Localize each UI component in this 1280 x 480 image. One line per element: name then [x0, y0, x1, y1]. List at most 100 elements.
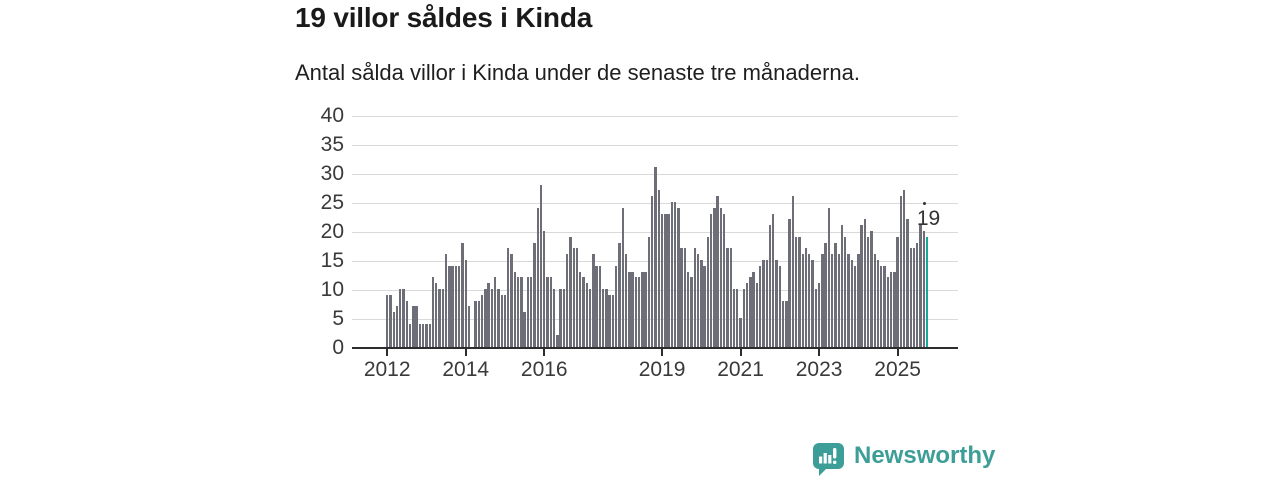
bar [529, 277, 533, 347]
bar [690, 277, 693, 347]
bar [637, 277, 641, 347]
x-tick-2021 [739, 349, 742, 356]
bar [395, 306, 399, 347]
bar [421, 323, 425, 347]
bar [507, 248, 510, 347]
bar [399, 289, 402, 347]
bar [490, 289, 494, 347]
x-tick-label-2012: 2012 [363, 358, 411, 381]
bar [526, 277, 530, 347]
bar [569, 236, 572, 347]
bar [739, 318, 742, 347]
bar [824, 242, 827, 347]
bar [850, 260, 853, 347]
bar [775, 260, 778, 347]
bar [595, 265, 598, 347]
bar [922, 231, 925, 347]
bar [444, 254, 448, 347]
bar [817, 283, 821, 347]
bar [716, 196, 719, 347]
bar [641, 271, 644, 347]
bar [844, 236, 847, 347]
x-tick-label-2016: 2016 [520, 358, 568, 381]
bar [484, 289, 487, 347]
y-tick-label-20: 20 [320, 220, 344, 243]
bar [732, 289, 736, 347]
x-tick-label-2023: 2023 [795, 358, 843, 381]
bar [808, 254, 811, 347]
bar [857, 254, 860, 347]
bar [549, 277, 552, 347]
bar [631, 271, 634, 347]
bar [559, 289, 562, 347]
highlighted-latest-bar [925, 236, 929, 347]
bar [579, 271, 582, 347]
bar [902, 190, 906, 347]
bar [546, 277, 549, 347]
bar [516, 277, 520, 347]
bar [791, 196, 795, 347]
bar [683, 248, 687, 347]
bar [749, 277, 752, 347]
bar [798, 236, 801, 347]
bar [634, 277, 638, 347]
bar [916, 242, 919, 347]
bar [814, 289, 818, 347]
bar [582, 277, 585, 347]
bar [448, 265, 451, 347]
bar [647, 236, 651, 347]
bar [425, 323, 428, 347]
x-tick-label-2019: 2019 [638, 358, 686, 381]
bar [428, 323, 431, 347]
bar [847, 254, 850, 347]
bar [539, 184, 543, 347]
bar [651, 196, 654, 347]
bar [572, 248, 575, 347]
bar [736, 289, 739, 347]
x-tick-2014 [464, 349, 467, 356]
bar [873, 254, 876, 347]
bar [562, 289, 566, 347]
bar [431, 277, 435, 347]
bar [801, 254, 804, 347]
bar [608, 294, 611, 347]
bar [477, 300, 480, 347]
bar [755, 283, 759, 347]
bar [412, 306, 415, 347]
bar [696, 254, 700, 347]
bar [628, 271, 631, 347]
bar [415, 306, 418, 347]
y-tick-label-40: 40 [320, 104, 344, 127]
bar [513, 271, 516, 347]
y-tick-label-25: 25 [320, 191, 344, 214]
gridline-35 [352, 145, 958, 146]
bar [785, 300, 788, 347]
bar [536, 207, 539, 347]
bar [723, 213, 726, 347]
bar [765, 260, 768, 347]
bar [556, 335, 559, 347]
bar [451, 265, 454, 347]
bar [615, 265, 618, 347]
bar [474, 300, 477, 347]
bar [768, 225, 772, 347]
bar [497, 289, 500, 347]
bar [654, 167, 657, 347]
bar [703, 265, 706, 347]
bar [673, 202, 677, 347]
y-tick-label-0: 0 [332, 336, 344, 359]
y-tick-label-35: 35 [320, 133, 344, 156]
bar [880, 265, 883, 347]
bar [713, 207, 716, 347]
bar [454, 265, 458, 347]
bar [588, 289, 592, 347]
bar [667, 213, 670, 347]
bar [840, 225, 844, 347]
bar [592, 254, 595, 347]
bar [408, 323, 412, 347]
bar [700, 260, 703, 347]
bar [520, 277, 523, 347]
bar [886, 277, 889, 347]
bar [598, 265, 602, 347]
